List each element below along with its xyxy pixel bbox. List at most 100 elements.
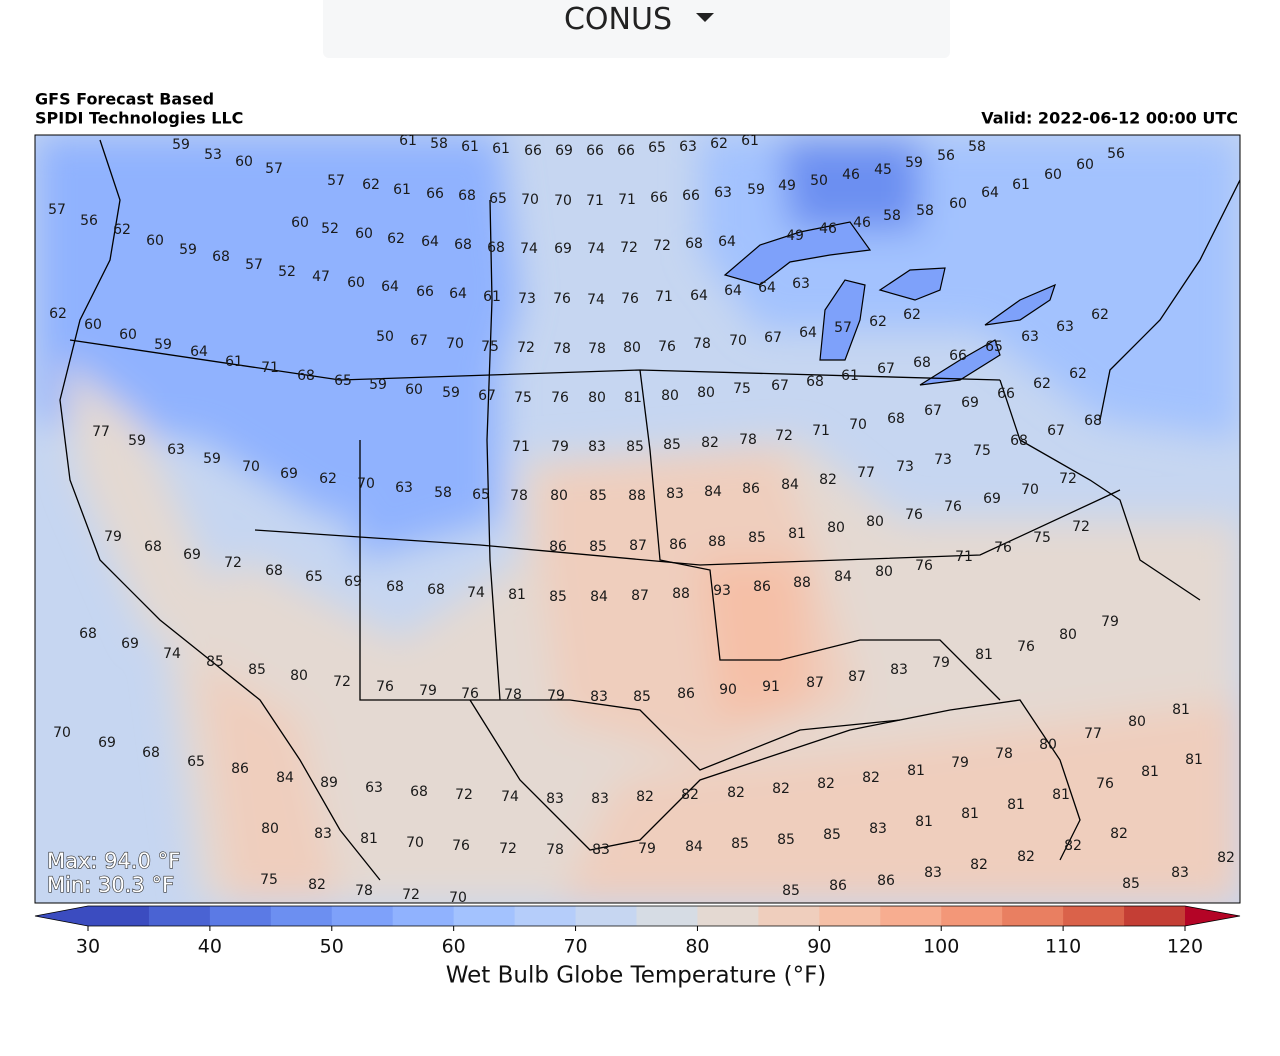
- station-value: 64: [190, 344, 208, 360]
- station-value: 76: [553, 291, 571, 307]
- station-value: 74: [163, 646, 181, 662]
- station-value: 78: [995, 746, 1013, 762]
- station-value: 85: [782, 883, 800, 899]
- station-value: 82: [701, 435, 719, 451]
- station-value: 79: [547, 688, 565, 704]
- station-value: 70: [554, 193, 572, 209]
- station-value: 76: [658, 339, 676, 355]
- station-value: 76: [621, 291, 639, 307]
- station-value: 63: [1056, 319, 1074, 335]
- station-value: 81: [624, 390, 642, 406]
- station-value: 81: [1141, 764, 1159, 780]
- station-value: 66: [426, 186, 444, 202]
- station-value: 79: [104, 529, 122, 545]
- station-value: 78: [588, 341, 606, 357]
- dropdown-label[interactable]: CONUS: [563, 2, 672, 37]
- station-value: 76: [1017, 639, 1035, 655]
- colorbar-tick-label: 60: [442, 936, 466, 958]
- station-value: 57: [245, 257, 263, 273]
- station-value: 52: [321, 221, 339, 237]
- station-value: 79: [551, 439, 569, 455]
- region-dropdown[interactable]: CONUS: [323, 0, 950, 58]
- station-value: 82: [636, 789, 654, 805]
- station-value: 83: [869, 821, 887, 837]
- station-value: 70: [729, 333, 747, 349]
- station-value: 85: [589, 488, 607, 504]
- station-value: 74: [587, 292, 605, 308]
- colorbar-tick-label: 50: [320, 936, 344, 958]
- station-value: 82: [970, 857, 988, 873]
- station-value: 85: [549, 589, 567, 605]
- station-value: 45: [874, 162, 892, 178]
- station-value: 80: [866, 514, 884, 530]
- station-value: 76: [551, 390, 569, 406]
- station-value: 84: [781, 477, 799, 493]
- station-value: 91: [762, 679, 780, 695]
- station-value: 66: [997, 386, 1015, 402]
- station-value: 56: [80, 213, 98, 229]
- station-value: 69: [98, 735, 116, 751]
- station-value: 63: [792, 276, 810, 292]
- station-value: 80: [261, 821, 279, 837]
- station-value: 63: [167, 442, 185, 458]
- station-value: 81: [961, 806, 979, 822]
- station-value: 82: [727, 785, 745, 801]
- station-value: 80: [661, 388, 679, 404]
- station-value: 63: [1021, 329, 1039, 345]
- station-value: 83: [1171, 865, 1189, 881]
- station-value: 58: [968, 139, 986, 155]
- station-value: 67: [1047, 423, 1065, 439]
- station-value: 78: [693, 336, 711, 352]
- max-label: Max: 94.0 °F: [47, 849, 180, 873]
- station-value: 68: [458, 188, 476, 204]
- station-value: 76: [905, 507, 923, 523]
- station-value: 71: [812, 423, 830, 439]
- station-value: 72: [333, 674, 351, 690]
- dropdown-caret[interactable]: [696, 13, 714, 22]
- station-value: 81: [360, 831, 378, 847]
- station-value: 57: [327, 173, 345, 189]
- station-value: 87: [629, 538, 647, 554]
- station-value: 79: [419, 683, 437, 699]
- station-value: 67: [764, 330, 782, 346]
- station-value: 71: [618, 192, 636, 208]
- station-value: 72: [224, 555, 242, 571]
- colorbar-tick-label: 120: [1167, 936, 1203, 958]
- station-value: 72: [499, 841, 517, 857]
- station-value: 61: [461, 139, 479, 155]
- station-value: 65: [985, 339, 1003, 355]
- station-value: 70: [449, 890, 467, 906]
- station-value: 69: [344, 574, 362, 590]
- station-value: 57: [265, 161, 283, 177]
- station-value: 90: [719, 682, 737, 698]
- station-value: 81: [1052, 787, 1070, 803]
- station-value: 64: [449, 286, 467, 302]
- station-value: 85: [1122, 876, 1140, 892]
- station-value: 58: [916, 203, 934, 219]
- station-value: 67: [771, 378, 789, 394]
- station-value: 77: [92, 424, 110, 440]
- station-value: 68: [1010, 433, 1028, 449]
- station-value: 61: [841, 368, 859, 384]
- station-value: 75: [733, 381, 751, 397]
- station-value: 65: [305, 569, 323, 585]
- station-value: 81: [508, 587, 526, 603]
- station-value: 49: [786, 228, 804, 244]
- station-value: 86: [753, 579, 771, 595]
- station-value: 62: [319, 471, 337, 487]
- station-value: 71: [955, 549, 973, 565]
- station-value: 80: [623, 340, 641, 356]
- station-value: 83: [591, 791, 609, 807]
- station-value: 68: [685, 236, 703, 252]
- station-value: 76: [994, 540, 1012, 556]
- station-value: 75: [1033, 530, 1051, 546]
- station-value: 69: [280, 466, 298, 482]
- colorbar-bin: [148, 906, 211, 926]
- station-value: 93: [713, 583, 731, 599]
- station-value: 83: [588, 439, 606, 455]
- station-value: 76: [461, 686, 479, 702]
- station-value: 81: [1185, 752, 1203, 768]
- station-value: 66: [617, 143, 635, 159]
- station-value: 86: [829, 878, 847, 894]
